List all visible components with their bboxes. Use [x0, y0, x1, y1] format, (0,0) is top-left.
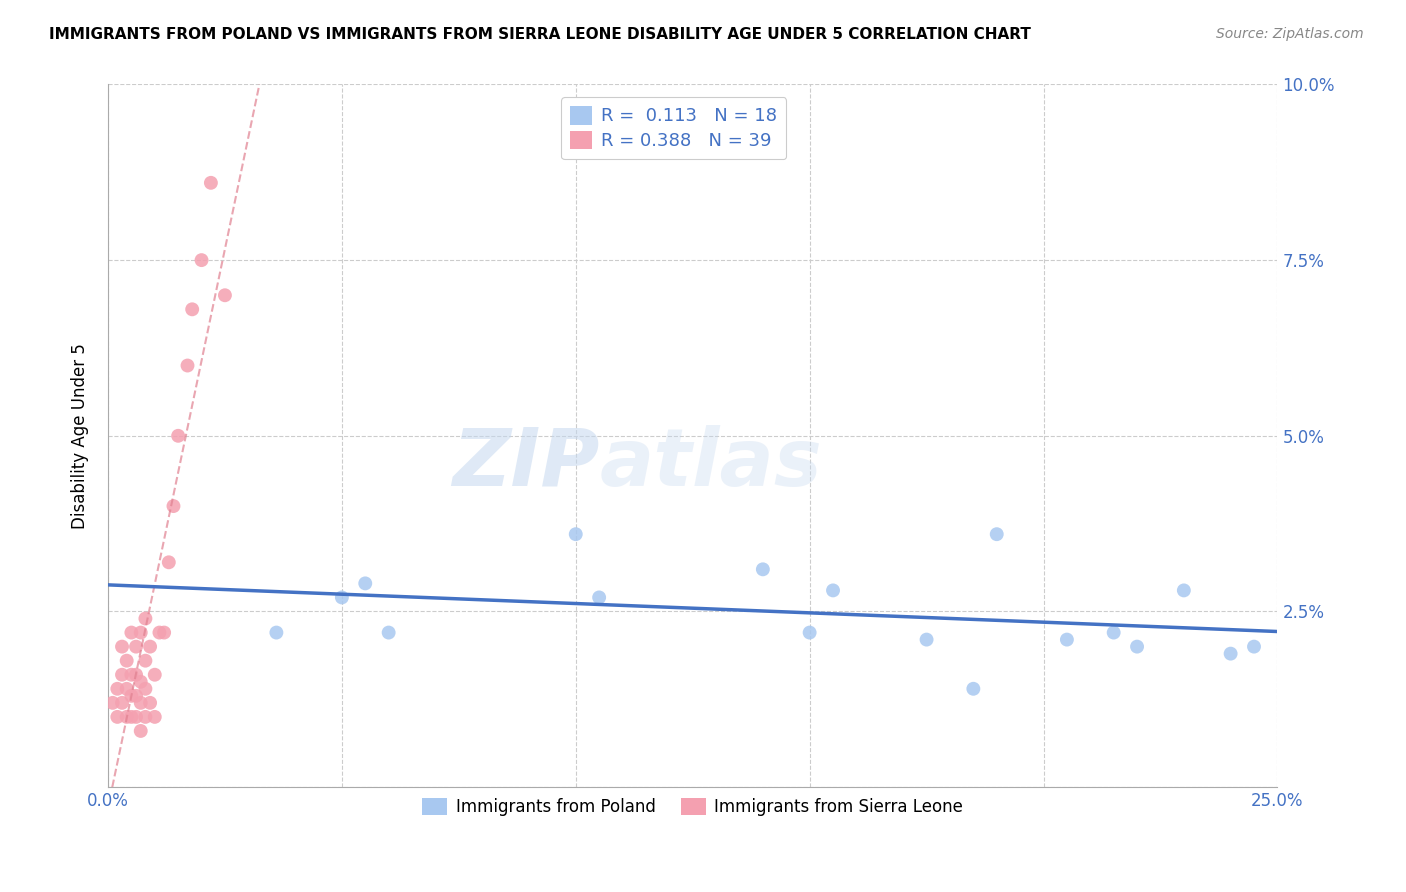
- Point: [799, 625, 821, 640]
- Point: [125, 667, 148, 681]
- Text: Source: ZipAtlas.com: Source: ZipAtlas.com: [1216, 27, 1364, 41]
- Point: [377, 625, 399, 640]
- Point: [190, 253, 212, 268]
- Point: [752, 562, 775, 576]
- Y-axis label: Disability Age Under 5: Disability Age Under 5: [72, 343, 89, 529]
- Point: [564, 527, 586, 541]
- Point: [962, 681, 984, 696]
- Point: [1126, 640, 1149, 654]
- Point: [134, 654, 156, 668]
- Point: [162, 499, 184, 513]
- Text: ZIP: ZIP: [451, 425, 599, 503]
- Point: [115, 681, 138, 696]
- Point: [200, 176, 222, 190]
- Point: [129, 625, 152, 640]
- Point: [139, 696, 162, 710]
- Point: [1173, 583, 1195, 598]
- Point: [125, 640, 148, 654]
- Point: [139, 640, 162, 654]
- Point: [129, 696, 152, 710]
- Legend: Immigrants from Poland, Immigrants from Sierra Leone: Immigrants from Poland, Immigrants from …: [415, 789, 972, 824]
- Point: [266, 625, 288, 640]
- Point: [214, 288, 236, 302]
- Point: [1219, 647, 1241, 661]
- Point: [167, 429, 190, 443]
- Point: [143, 667, 166, 681]
- Point: [101, 696, 124, 710]
- Point: [134, 681, 156, 696]
- Point: [354, 576, 377, 591]
- Point: [1243, 640, 1265, 654]
- Point: [821, 583, 844, 598]
- Point: [915, 632, 938, 647]
- Point: [148, 625, 170, 640]
- Point: [134, 710, 156, 724]
- Point: [125, 710, 148, 724]
- Point: [181, 302, 204, 317]
- Point: [129, 674, 152, 689]
- Point: [111, 667, 134, 681]
- Point: [986, 527, 1008, 541]
- Point: [105, 681, 128, 696]
- Point: [125, 689, 148, 703]
- Point: [120, 667, 142, 681]
- Point: [111, 696, 134, 710]
- Point: [1056, 632, 1078, 647]
- Point: [115, 710, 138, 724]
- Point: [143, 710, 166, 724]
- Point: [120, 710, 142, 724]
- Point: [105, 710, 128, 724]
- Point: [153, 625, 176, 640]
- Point: [129, 723, 152, 738]
- Point: [120, 689, 142, 703]
- Text: atlas: atlas: [599, 425, 823, 503]
- Text: IMMIGRANTS FROM POLAND VS IMMIGRANTS FROM SIERRA LEONE DISABILITY AGE UNDER 5 CO: IMMIGRANTS FROM POLAND VS IMMIGRANTS FRO…: [49, 27, 1031, 42]
- Point: [588, 591, 610, 605]
- Point: [134, 611, 156, 625]
- Point: [1102, 625, 1125, 640]
- Point: [176, 359, 198, 373]
- Point: [120, 625, 142, 640]
- Point: [111, 640, 134, 654]
- Point: [330, 591, 353, 605]
- Point: [157, 555, 180, 569]
- Point: [115, 654, 138, 668]
